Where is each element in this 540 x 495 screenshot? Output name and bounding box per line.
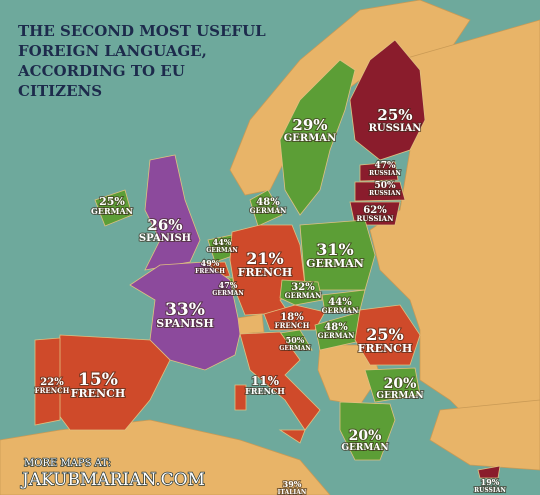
region-percent: 19% [481, 477, 500, 487]
region-percent: 39% [283, 479, 302, 489]
region-language: FRENCH [245, 386, 285, 396]
region-percent: 33% [165, 300, 205, 320]
region-percent: 31% [316, 240, 353, 259]
region-percent: 47% [219, 280, 238, 290]
region-language: GERMAN [306, 257, 364, 270]
title-line: ACCORDING TO EU [17, 62, 185, 80]
region-percent: 29% [292, 116, 327, 134]
footer-url: JAKUBMARIAN.COM [20, 470, 205, 490]
region-language: FRENCH [195, 268, 225, 275]
title-line: CITIZENS [18, 82, 102, 100]
region-percent: 62% [363, 205, 387, 216]
region-language: GERMAN [341, 443, 388, 453]
region-percent: 25% [99, 195, 125, 208]
region-percent: 48% [256, 197, 280, 208]
region-percent: 50% [286, 335, 305, 345]
region-language: GERMAN [322, 306, 359, 315]
region-language: SPANISH [156, 317, 214, 330]
region-language: GERMAN [250, 206, 287, 215]
region-percent: 20% [349, 428, 382, 444]
footer-small: MORE MAPS AT: [24, 458, 111, 469]
region-percent: 47% [374, 161, 396, 171]
region-percent: 25% [366, 325, 403, 344]
region-percent: 49% [201, 258, 220, 268]
title-line: FOREIGN LANGUAGE, [18, 42, 207, 60]
region-language: RUSSIAN [369, 190, 401, 197]
region-language: GERMAN [318, 331, 355, 340]
region-language: FRENCH [238, 266, 293, 279]
region-language: FRENCH [35, 386, 70, 395]
region-language: GERMAN [285, 291, 322, 300]
region-language: GERMAN [91, 206, 133, 216]
region-language: GERMAN [212, 290, 244, 297]
region-percent: 44% [213, 237, 232, 247]
region-percent: 32% [291, 282, 315, 293]
region-language: RUSSIAN [357, 214, 395, 223]
region-language: FRENCH [358, 342, 413, 355]
region-language: SPANISH [139, 233, 191, 244]
region-language: RUSSIAN [369, 170, 401, 177]
region-language: GERMAN [206, 247, 238, 254]
region-language: ITALIAN [278, 489, 307, 495]
region-percent: 15% [78, 370, 118, 390]
region-language: FRENCH [71, 387, 126, 400]
region-language: FRENCH [275, 321, 310, 330]
region-language: GERMAN [284, 133, 336, 144]
region-percent: 22% [40, 377, 64, 388]
region-language: RUSSIAN [369, 123, 422, 134]
region-percent: 21% [246, 249, 283, 268]
region-percent: 11% [251, 374, 280, 388]
region-language: GERMAN [376, 391, 423, 401]
title: THE SECOND MOST USEFUL FOREIGN LANGUAGE, A… [17, 22, 266, 100]
region-percent: 18% [280, 312, 304, 323]
labels: 29%GERMAN25%RUSSIAN47%RUSSIAN50%RUSSIAN6… [34, 105, 508, 495]
region-percent: 50% [374, 181, 396, 191]
region-percent: 20% [384, 376, 417, 392]
region-percent: 48% [324, 322, 348, 333]
title-line: THE SECOND MOST USEFUL [18, 22, 266, 40]
region-percent: 26% [147, 216, 182, 234]
region-language: GERMAN [279, 345, 311, 352]
region-language: RUSSIAN [474, 487, 506, 494]
region-percent: 25% [377, 106, 412, 124]
region-percent: 44% [328, 297, 352, 308]
